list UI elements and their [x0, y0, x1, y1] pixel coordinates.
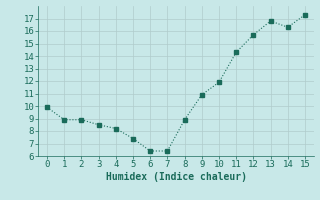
X-axis label: Humidex (Indice chaleur): Humidex (Indice chaleur) [106, 172, 246, 182]
